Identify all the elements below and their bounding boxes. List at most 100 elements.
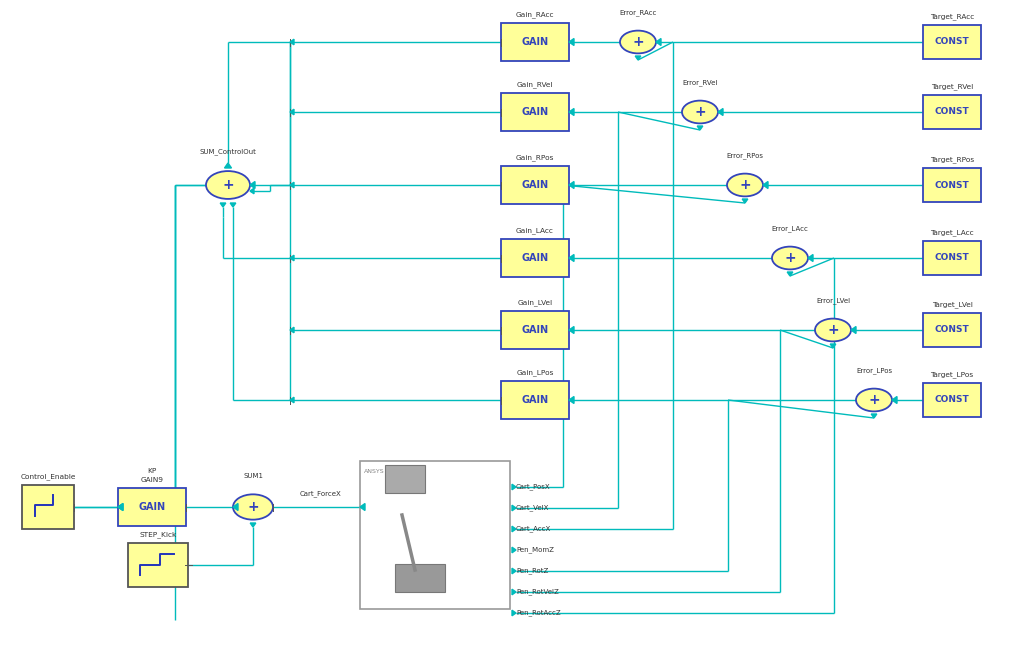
- Text: +: +: [784, 251, 796, 265]
- Polygon shape: [290, 39, 294, 45]
- Text: Error_LPos: Error_LPos: [856, 367, 892, 374]
- Text: Error_LAcc: Error_LAcc: [771, 226, 808, 232]
- Polygon shape: [851, 327, 856, 334]
- Polygon shape: [787, 272, 793, 276]
- Polygon shape: [290, 110, 294, 115]
- FancyBboxPatch shape: [501, 23, 569, 61]
- Text: Cart_AccX: Cart_AccX: [516, 526, 551, 533]
- FancyBboxPatch shape: [395, 564, 445, 592]
- Polygon shape: [830, 344, 836, 348]
- Polygon shape: [118, 503, 123, 511]
- Circle shape: [620, 30, 656, 53]
- Circle shape: [856, 389, 892, 411]
- Polygon shape: [290, 327, 294, 333]
- Text: Gain_LVel: Gain_LVel: [517, 299, 553, 306]
- Polygon shape: [512, 589, 516, 595]
- Polygon shape: [569, 327, 574, 334]
- Text: KP: KP: [147, 468, 157, 474]
- Polygon shape: [250, 181, 255, 189]
- Text: GAIN: GAIN: [521, 395, 549, 405]
- FancyBboxPatch shape: [360, 461, 510, 609]
- Circle shape: [772, 247, 808, 270]
- Polygon shape: [656, 38, 662, 45]
- Text: Cart_VelX: Cart_VelX: [516, 505, 549, 511]
- Text: Cart_ForceX: Cart_ForceX: [300, 491, 342, 497]
- Polygon shape: [871, 414, 877, 418]
- Text: GAIN9: GAIN9: [140, 477, 164, 483]
- Text: +: +: [694, 105, 706, 119]
- Text: GAIN: GAIN: [521, 180, 549, 190]
- Polygon shape: [569, 255, 574, 262]
- Polygon shape: [290, 182, 294, 188]
- Text: Error_RVel: Error_RVel: [682, 79, 718, 86]
- FancyBboxPatch shape: [22, 485, 74, 529]
- Polygon shape: [892, 397, 897, 404]
- Polygon shape: [233, 503, 238, 511]
- Polygon shape: [224, 163, 231, 168]
- Text: Control_Enable: Control_Enable: [20, 473, 76, 480]
- Text: CONST: CONST: [935, 395, 970, 404]
- Text: STEP_Kick: STEP_Kick: [139, 531, 176, 538]
- Text: Gain_LAcc: Gain_LAcc: [516, 227, 554, 234]
- Text: +: +: [247, 500, 259, 514]
- Text: Error_LVel: Error_LVel: [816, 297, 850, 304]
- Polygon shape: [118, 503, 123, 511]
- FancyBboxPatch shape: [923, 383, 981, 417]
- FancyBboxPatch shape: [923, 313, 981, 347]
- Text: GAIN: GAIN: [521, 107, 549, 117]
- Text: +: +: [827, 323, 839, 337]
- Text: SUM_ControlOut: SUM_ControlOut: [200, 148, 256, 155]
- Polygon shape: [290, 255, 294, 260]
- Polygon shape: [569, 38, 574, 45]
- Polygon shape: [569, 181, 574, 189]
- Polygon shape: [220, 203, 226, 207]
- Polygon shape: [512, 568, 516, 573]
- FancyBboxPatch shape: [385, 465, 425, 493]
- FancyBboxPatch shape: [923, 168, 981, 202]
- Polygon shape: [250, 188, 254, 194]
- Circle shape: [206, 171, 250, 199]
- Text: Target_RVel: Target_RVel: [931, 83, 973, 90]
- Polygon shape: [742, 199, 748, 203]
- Polygon shape: [718, 108, 723, 115]
- Text: GAIN: GAIN: [521, 325, 549, 335]
- Text: ANSYS: ANSYS: [364, 469, 385, 474]
- FancyBboxPatch shape: [118, 488, 186, 526]
- FancyBboxPatch shape: [501, 93, 569, 131]
- Polygon shape: [512, 526, 516, 532]
- Circle shape: [815, 319, 851, 341]
- Circle shape: [233, 494, 273, 520]
- FancyBboxPatch shape: [923, 25, 981, 59]
- Circle shape: [682, 100, 718, 123]
- FancyBboxPatch shape: [501, 381, 569, 419]
- Polygon shape: [512, 547, 516, 553]
- Text: CONST: CONST: [935, 108, 970, 117]
- Polygon shape: [512, 505, 516, 511]
- Polygon shape: [569, 108, 574, 115]
- FancyBboxPatch shape: [501, 311, 569, 349]
- Text: CONST: CONST: [935, 38, 970, 47]
- Polygon shape: [697, 126, 702, 130]
- FancyBboxPatch shape: [128, 543, 188, 587]
- Text: +: +: [632, 35, 644, 49]
- Text: +: +: [739, 178, 751, 192]
- Text: CONST: CONST: [935, 253, 970, 262]
- Polygon shape: [808, 255, 813, 262]
- Text: Target_LPos: Target_LPos: [931, 371, 974, 378]
- Text: Pen_MomZ: Pen_MomZ: [516, 547, 554, 553]
- Text: +: +: [868, 393, 880, 407]
- Text: Target_RPos: Target_RPos: [930, 156, 974, 163]
- Text: +: +: [222, 178, 233, 192]
- Text: Target_LVel: Target_LVel: [932, 301, 973, 308]
- FancyBboxPatch shape: [501, 166, 569, 204]
- Polygon shape: [512, 610, 516, 616]
- Text: Gain_RAcc: Gain_RAcc: [516, 11, 554, 18]
- Text: Gain_RVel: Gain_RVel: [517, 81, 553, 88]
- Text: Target_RAcc: Target_RAcc: [930, 13, 974, 20]
- Circle shape: [727, 174, 763, 196]
- Text: Gain_LPos: Gain_LPos: [516, 369, 554, 376]
- Text: Target_LAcc: Target_LAcc: [930, 229, 974, 236]
- Text: CONST: CONST: [935, 325, 970, 334]
- Polygon shape: [250, 523, 256, 527]
- Text: Error_RAcc: Error_RAcc: [620, 9, 656, 16]
